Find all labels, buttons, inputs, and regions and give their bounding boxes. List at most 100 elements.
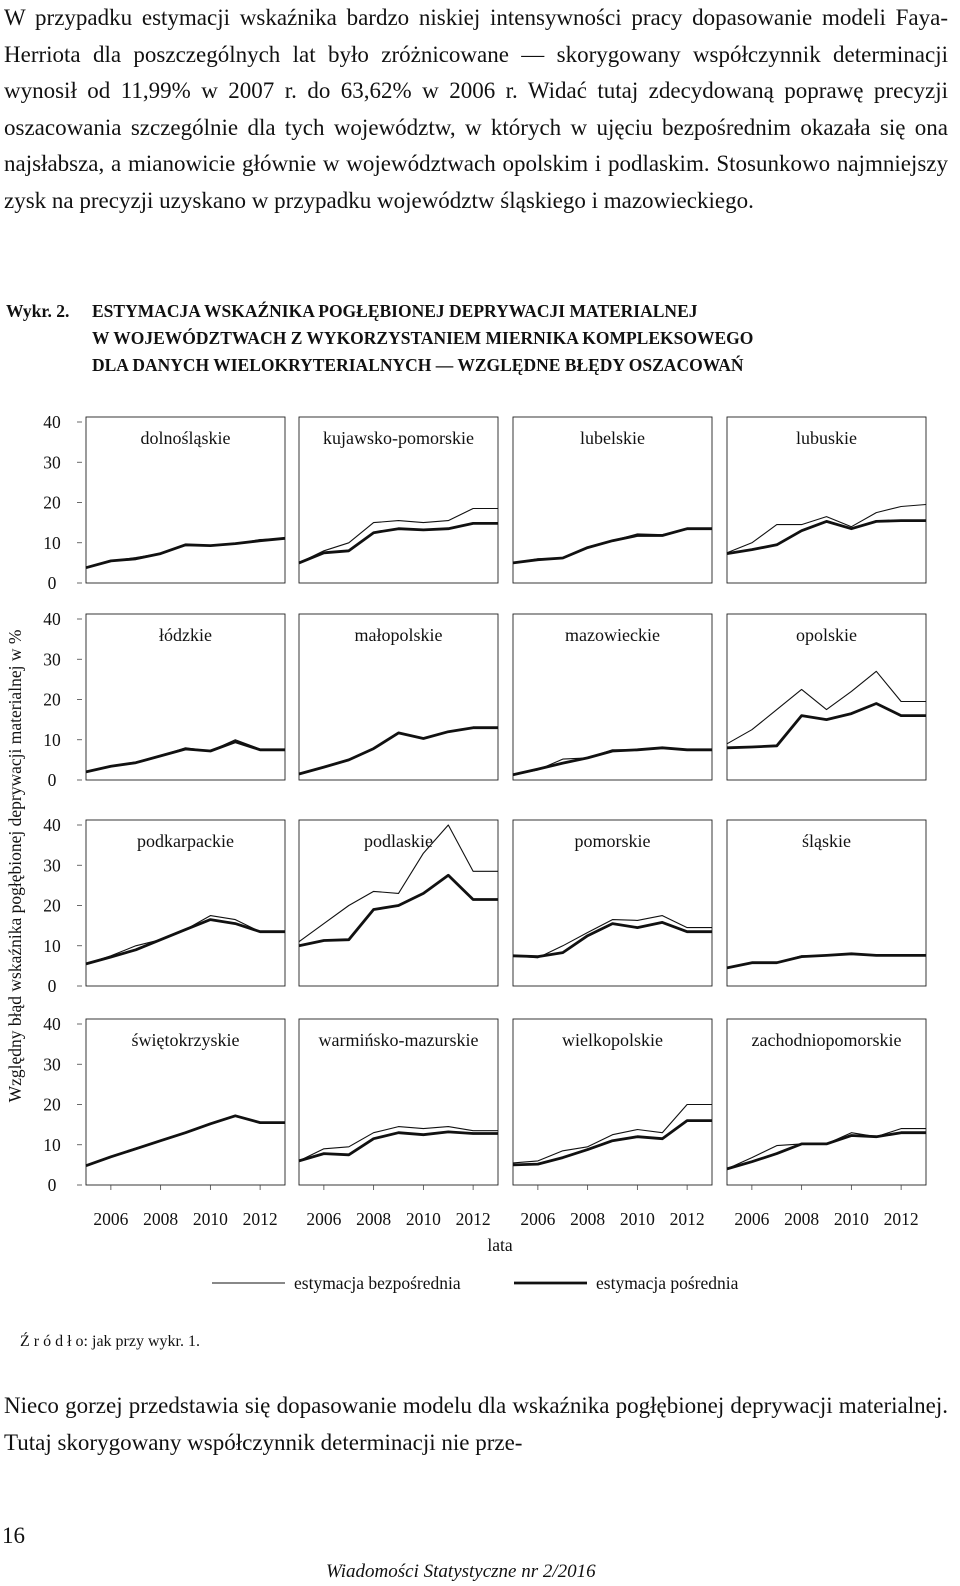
series-line-direct [298, 824, 498, 943]
journal-footer: Wiadomości Statystyczne nr 2/2016 [326, 1561, 596, 1582]
y-tick-label: 0 [48, 976, 57, 996]
y-tick-label: 30 [43, 452, 61, 472]
y-tick-label: 20 [43, 896, 61, 916]
caption-line-3: DLA DANYCH WIELOKRYTERIALNYCH — WZGLĘDNE… [92, 355, 744, 375]
panel-title: dolnośląskie [141, 428, 231, 448]
series-line-direct [298, 1126, 498, 1162]
x-tick-label: 2006 [520, 1209, 555, 1229]
legend-label-indirect: estymacja pośrednia [596, 1273, 739, 1293]
panel-frame [512, 613, 713, 781]
y-tick-label: 30 [43, 649, 61, 669]
panel-title: mazowieckie [565, 625, 660, 645]
panel-frame [298, 613, 499, 781]
series-line-indirect [298, 1130, 498, 1163]
series-line-direct [85, 739, 285, 773]
y-tick-label: 0 [48, 1175, 57, 1195]
caption-label: Wykr. 2. [6, 301, 70, 321]
series-line-direct [726, 670, 926, 745]
panel-title: lubelskie [580, 428, 645, 448]
x-tick-label: 2012 [670, 1209, 705, 1229]
series-line-direct [512, 528, 712, 564]
y-tick-label: 0 [48, 770, 57, 790]
y-tick-label: 20 [43, 493, 61, 513]
series-line-indirect [726, 952, 926, 970]
panel-title: kujawsko-pomorskie [323, 428, 474, 448]
panel-title: śląskie [802, 831, 851, 851]
panel-frame [298, 819, 499, 987]
x-tick-label: 2010 [406, 1209, 441, 1229]
panel-frame [726, 819, 927, 987]
series-line-direct [512, 1103, 712, 1164]
panel-frame [298, 416, 499, 584]
panel-title: pomorskie [575, 831, 651, 851]
y-tick-label: 40 [43, 1014, 61, 1034]
panel-title: małopolskie [355, 625, 443, 645]
series-line-indirect [85, 918, 285, 966]
panel-title: podkarpackie [137, 831, 234, 851]
paragraph-top: W przypadku estymacji wskaźnika bardzo n… [4, 5, 948, 213]
source-note: Ź r ó d ł o: jak przy wykr. 1. [20, 1333, 200, 1350]
x-tick-label: 2012 [243, 1209, 278, 1229]
panel-frame [85, 416, 286, 584]
page-number: 16 [2, 1523, 25, 1548]
legend-label-direct: estymacja bezpośrednia [294, 1273, 461, 1293]
x-tick-label: 2006 [734, 1209, 769, 1229]
panel-frame [85, 1018, 286, 1186]
y-tick-label: 40 [43, 815, 61, 835]
caption-line-2: W WOJEWÓDZTWACH Z WYKORZYSTANIEM MIERNIK… [92, 328, 754, 348]
series-line-indirect [298, 726, 498, 776]
y-tick-label: 10 [43, 730, 61, 750]
caption-line-1: ESTYMACJA WSKAŹNIKA POGŁĘBIONEJ DEPRYWAC… [92, 301, 698, 321]
series-line-indirect [85, 1114, 285, 1168]
panel-title: lubuskie [796, 428, 857, 448]
series-line-direct [85, 1115, 285, 1167]
panel-title: łódzkie [159, 625, 212, 645]
y-tick-label: 40 [43, 412, 61, 432]
series-line-indirect [298, 521, 498, 565]
series-line-indirect [298, 873, 498, 948]
series-line-indirect [726, 519, 926, 555]
y-tick-label: 20 [43, 1095, 61, 1115]
panel-frame [512, 416, 713, 584]
x-tick-label: 2006 [306, 1209, 341, 1229]
panel-title: zachodniopomorskie [752, 1030, 902, 1050]
y-tick-label: 30 [43, 855, 61, 875]
panel-title: wielkopolskie [562, 1030, 663, 1050]
panel-title: warmińsko-mazurskie [319, 1030, 479, 1050]
series-line-direct [726, 503, 927, 554]
x-tick-label: 2008 [356, 1209, 391, 1229]
series-line-indirect [512, 1119, 712, 1167]
x-tick-label: 2010 [193, 1209, 228, 1229]
series-line-indirect [85, 740, 285, 774]
x-tick-label: 2012 [456, 1209, 491, 1229]
x-tick-label: 2010 [620, 1209, 655, 1229]
x-tick-label: 2006 [93, 1209, 128, 1229]
panel-title: opolskie [796, 625, 857, 645]
panel-frame [726, 1018, 927, 1186]
panel-frame [512, 819, 713, 987]
series-line-indirect [726, 702, 926, 750]
x-tick-label: 2012 [884, 1209, 919, 1229]
y-tick-label: 40 [43, 609, 61, 629]
panel-frame [85, 613, 286, 781]
x-tick-label: 2008 [784, 1209, 819, 1229]
series-line-direct [512, 915, 712, 959]
y-tick-label: 10 [43, 936, 61, 956]
x-tick-label: 2008 [570, 1209, 605, 1229]
y-tick-label: 10 [43, 533, 61, 553]
y-tick-label: 20 [43, 690, 61, 710]
panel-frame [512, 1018, 713, 1186]
y-tick-label: 10 [43, 1135, 61, 1155]
panel-frame [298, 1018, 499, 1186]
panel-title: świętokrzyskie [132, 1030, 240, 1050]
panel-frame [726, 613, 927, 781]
series-line-direct [85, 538, 286, 569]
series-line-direct [298, 507, 498, 564]
y-axis-title: Względny błąd wskaźnika pogłębionej depr… [5, 630, 25, 1103]
series-line-indirect [85, 536, 286, 570]
series-line-indirect [512, 527, 712, 565]
paragraph-bottom: Nieco gorzej przedstawia się dopasowanie… [4, 1393, 948, 1455]
panel-title: podlaskie [364, 831, 433, 851]
x-tick-label: 2008 [143, 1209, 178, 1229]
panel-frame [726, 416, 927, 584]
